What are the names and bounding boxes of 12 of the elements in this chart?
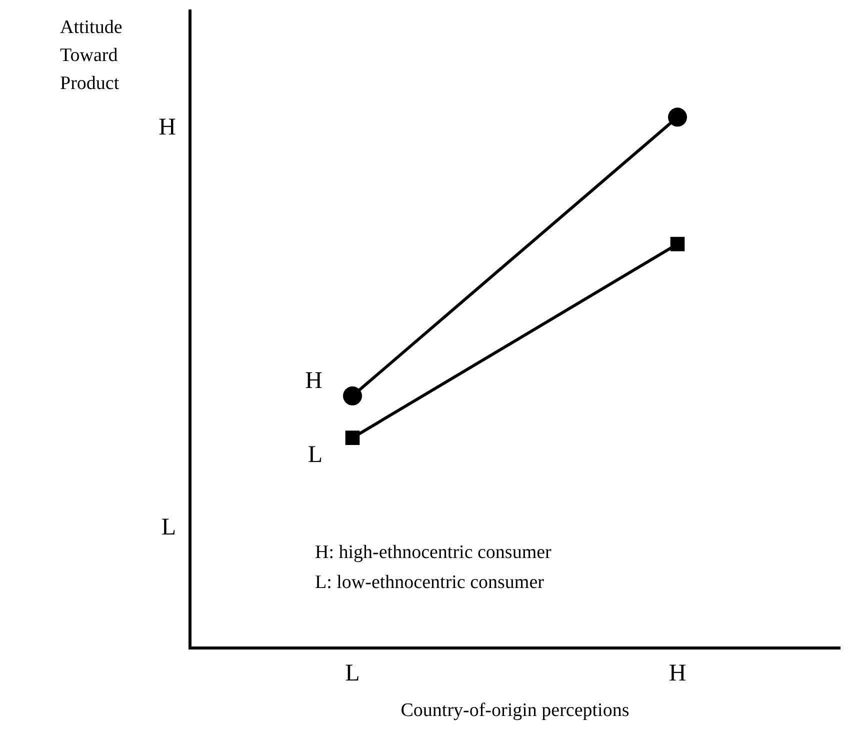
text: H xyxy=(158,114,176,140)
annotation: L: low-ethnocentric consumer xyxy=(315,572,545,593)
point xyxy=(668,108,687,127)
series-label: L xyxy=(308,442,322,468)
point xyxy=(345,430,360,445)
annotation: H: high-ethnocentric consumer xyxy=(315,542,552,563)
text: L xyxy=(161,514,176,540)
y-axis-title: Attitude Toward Product xyxy=(60,16,124,96)
point xyxy=(343,386,362,406)
point xyxy=(670,236,685,252)
x-axis-title: Country-of-origin perceptions xyxy=(400,700,630,722)
series-label: H xyxy=(305,368,322,394)
